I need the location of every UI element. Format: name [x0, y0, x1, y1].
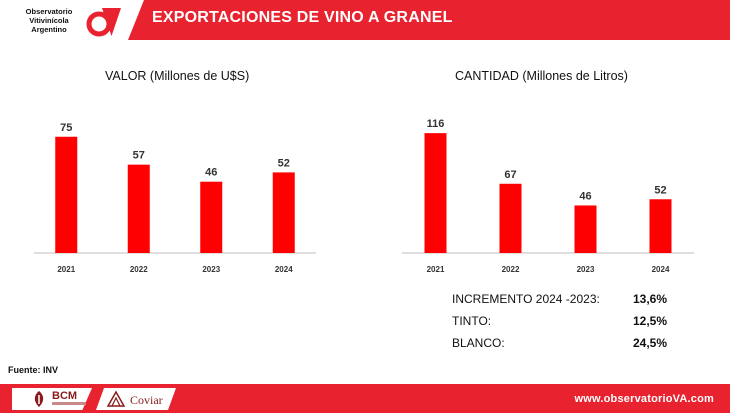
data-label-2023: 46 — [205, 167, 217, 179]
bar-2023 — [200, 181, 223, 253]
tick-label-2021: 2021 — [57, 265, 75, 274]
logo-text: Observatorio Vitivinícola Argentino — [10, 7, 88, 34]
data-label-2021: 75 — [60, 122, 72, 134]
tick-label-2024: 2024 — [652, 265, 670, 274]
tick-label-2022: 2022 — [502, 265, 520, 274]
bar-2023 — [574, 205, 597, 253]
stat-label-blanco: BLANCO: — [452, 336, 505, 350]
cantidad-chart-title: CANTIDAD (Millones de Litros) — [455, 69, 628, 83]
data-label-2022: 57 — [133, 150, 145, 162]
stat-value-tinto: 12,5% — [632, 314, 667, 328]
bar-2024 — [272, 172, 295, 253]
ov-logo-icon — [86, 8, 121, 37]
stat-value-incremento: 13,6% — [632, 292, 667, 306]
data-label-2021: 116 — [427, 118, 445, 130]
bcm-logo-text: BCM — [52, 390, 78, 402]
bar-2021 — [424, 133, 447, 253]
logo-line-3: Argentino — [31, 25, 67, 34]
stat-label-incremento: INCREMENTO 2024 -2023: — [452, 292, 600, 306]
coviar-logo-icon — [106, 390, 126, 407]
bar-2022 — [127, 164, 150, 253]
tick-label-2021: 2021 — [427, 265, 445, 274]
bcm-logo-icon — [34, 391, 44, 407]
observatorio-logo: Observatorio Vitivinícola Argentino — [10, 6, 122, 40]
logo-line-2: Vitivinícola — [29, 16, 69, 25]
coviar-logo-text: Coviar — [130, 393, 163, 407]
stat-row-tinto: TINTO: 12,5% — [452, 314, 667, 336]
stat-value-blanco: 24,5% — [632, 336, 667, 350]
valor-bar-chart: 75 2021 57 2022 46 2023 52 2024 — [34, 122, 316, 274]
website-url: www.observatorioVA.com — [574, 393, 714, 405]
data-label-2024: 52 — [654, 184, 666, 196]
stat-row-blanco: BLANCO: 24,5% — [452, 336, 667, 358]
tick-label-2023: 2023 — [202, 265, 220, 274]
bar-2021 — [55, 136, 78, 253]
stat-label-tinto: TINTO: — [452, 314, 492, 328]
tick-label-2022: 2022 — [130, 265, 148, 274]
valor-chart-title: VALOR (Millones de U$S) — [105, 69, 250, 83]
page-title: EXPORTACIONES DE VINO A GRANEL — [152, 9, 453, 26]
cantidad-bar-chart: 116 2021 67 2022 46 2023 52 2024 — [402, 118, 694, 274]
data-label-2022: 67 — [504, 169, 516, 181]
data-label-2024: 52 — [278, 157, 290, 169]
bar-2022 — [499, 183, 522, 253]
bcm-logo-subline — [52, 402, 86, 405]
source-note: Fuente: INV — [8, 365, 59, 375]
tick-label-2024: 2024 — [275, 265, 293, 274]
data-label-2023: 46 — [579, 190, 591, 202]
stats-panel: INCREMENTO 2024 -2023: 13,6% TINTO: 12,5… — [452, 292, 667, 358]
tick-label-2023: 2023 — [577, 265, 595, 274]
bar-2024 — [649, 199, 672, 253]
header-band — [128, 0, 730, 40]
stat-row-incremento: INCREMENTO 2024 -2023: 13,6% — [452, 292, 667, 314]
logo-line-1: Observatorio — [25, 7, 73, 16]
